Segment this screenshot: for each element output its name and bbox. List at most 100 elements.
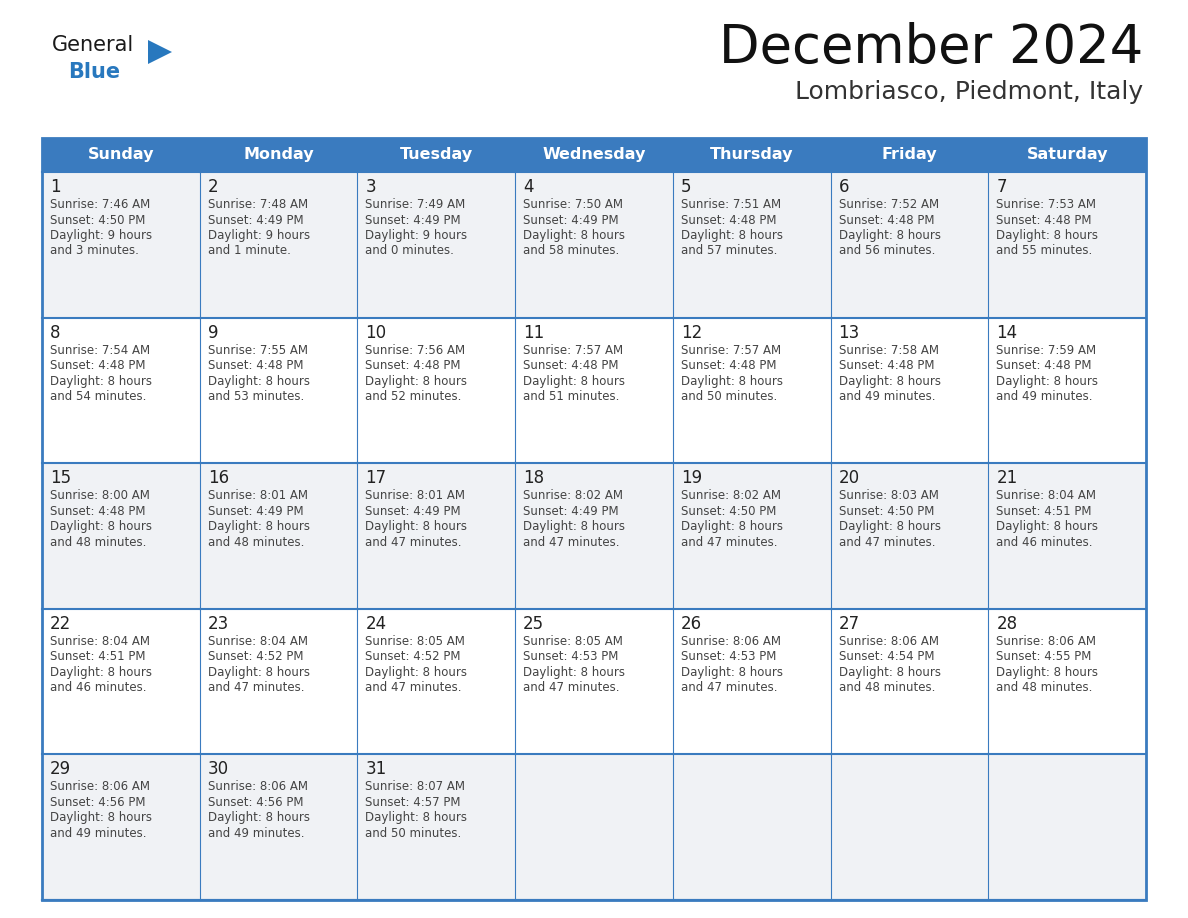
Text: and 49 minutes.: and 49 minutes. xyxy=(50,827,146,840)
Text: 26: 26 xyxy=(681,615,702,633)
Text: Sunrise: 8:06 AM: Sunrise: 8:06 AM xyxy=(50,780,150,793)
Text: Sunset: 4:48 PM: Sunset: 4:48 PM xyxy=(208,359,303,372)
Text: Sunset: 4:56 PM: Sunset: 4:56 PM xyxy=(50,796,145,809)
Text: December 2024: December 2024 xyxy=(719,22,1143,74)
Text: 6: 6 xyxy=(839,178,849,196)
Bar xyxy=(988,172,1146,318)
Text: and 56 minutes.: and 56 minutes. xyxy=(839,244,935,258)
Text: Sunset: 4:51 PM: Sunset: 4:51 PM xyxy=(50,650,145,664)
Text: 19: 19 xyxy=(681,469,702,487)
Text: 12: 12 xyxy=(681,324,702,341)
Text: 22: 22 xyxy=(50,615,71,633)
Text: 8: 8 xyxy=(50,324,61,341)
Text: Sunrise: 7:59 AM: Sunrise: 7:59 AM xyxy=(997,343,1097,356)
Text: Daylight: 8 hours: Daylight: 8 hours xyxy=(839,666,941,678)
Bar xyxy=(672,609,830,755)
Text: 24: 24 xyxy=(366,615,386,633)
Bar xyxy=(988,755,1146,900)
Text: 15: 15 xyxy=(50,469,71,487)
Bar xyxy=(830,172,988,318)
Text: 5: 5 xyxy=(681,178,691,196)
Text: Sunset: 4:48 PM: Sunset: 4:48 PM xyxy=(839,214,934,227)
Text: Sunset: 4:54 PM: Sunset: 4:54 PM xyxy=(839,650,934,664)
Text: Daylight: 8 hours: Daylight: 8 hours xyxy=(366,812,467,824)
Bar xyxy=(358,318,516,464)
Text: Sunrise: 8:02 AM: Sunrise: 8:02 AM xyxy=(681,489,781,502)
Text: and 47 minutes.: and 47 minutes. xyxy=(681,536,777,549)
Text: Sunrise: 7:57 AM: Sunrise: 7:57 AM xyxy=(681,343,781,356)
Text: Sunrise: 7:53 AM: Sunrise: 7:53 AM xyxy=(997,198,1097,211)
Text: Sunrise: 7:58 AM: Sunrise: 7:58 AM xyxy=(839,343,939,356)
Text: Daylight: 9 hours: Daylight: 9 hours xyxy=(366,229,468,242)
Text: and 47 minutes.: and 47 minutes. xyxy=(523,536,620,549)
Text: and 3 minutes.: and 3 minutes. xyxy=(50,244,139,258)
Bar xyxy=(672,464,830,609)
Text: Thursday: Thursday xyxy=(710,148,794,162)
Text: Sunrise: 8:03 AM: Sunrise: 8:03 AM xyxy=(839,489,939,502)
Text: Sunset: 4:48 PM: Sunset: 4:48 PM xyxy=(839,359,934,372)
Text: Daylight: 8 hours: Daylight: 8 hours xyxy=(50,666,152,678)
Text: Sunset: 4:48 PM: Sunset: 4:48 PM xyxy=(366,359,461,372)
Text: and 48 minutes.: and 48 minutes. xyxy=(208,536,304,549)
Text: Sunset: 4:57 PM: Sunset: 4:57 PM xyxy=(366,796,461,809)
Text: Sunset: 4:48 PM: Sunset: 4:48 PM xyxy=(50,359,145,372)
Bar xyxy=(516,609,672,755)
Text: Sunrise: 8:04 AM: Sunrise: 8:04 AM xyxy=(50,635,150,648)
Text: Daylight: 8 hours: Daylight: 8 hours xyxy=(997,666,1098,678)
Text: Sunrise: 8:01 AM: Sunrise: 8:01 AM xyxy=(366,489,466,502)
Text: and 48 minutes.: and 48 minutes. xyxy=(839,681,935,694)
Text: Sunset: 4:52 PM: Sunset: 4:52 PM xyxy=(366,650,461,664)
Text: Sunset: 4:50 PM: Sunset: 4:50 PM xyxy=(50,214,145,227)
Text: Sunset: 4:48 PM: Sunset: 4:48 PM xyxy=(997,359,1092,372)
Text: Monday: Monday xyxy=(244,148,314,162)
Text: Daylight: 8 hours: Daylight: 8 hours xyxy=(997,521,1098,533)
Text: Sunrise: 7:52 AM: Sunrise: 7:52 AM xyxy=(839,198,939,211)
Text: Daylight: 8 hours: Daylight: 8 hours xyxy=(681,375,783,387)
Text: and 49 minutes.: and 49 minutes. xyxy=(208,827,304,840)
Text: 10: 10 xyxy=(366,324,386,341)
Text: 1: 1 xyxy=(50,178,61,196)
Text: 11: 11 xyxy=(523,324,544,341)
Text: Tuesday: Tuesday xyxy=(399,148,473,162)
Bar xyxy=(358,464,516,609)
Text: Sunrise: 7:55 AM: Sunrise: 7:55 AM xyxy=(208,343,308,356)
Text: Sunrise: 7:57 AM: Sunrise: 7:57 AM xyxy=(523,343,624,356)
Text: Sunrise: 8:06 AM: Sunrise: 8:06 AM xyxy=(997,635,1097,648)
Text: 16: 16 xyxy=(208,469,229,487)
Text: Sunset: 4:48 PM: Sunset: 4:48 PM xyxy=(997,214,1092,227)
Text: Daylight: 8 hours: Daylight: 8 hours xyxy=(208,375,310,387)
Bar xyxy=(200,464,358,609)
Text: Sunrise: 8:05 AM: Sunrise: 8:05 AM xyxy=(523,635,623,648)
Text: and 55 minutes.: and 55 minutes. xyxy=(997,244,1093,258)
Text: Sunset: 4:51 PM: Sunset: 4:51 PM xyxy=(997,505,1092,518)
Text: 29: 29 xyxy=(50,760,71,778)
Text: Sunrise: 8:02 AM: Sunrise: 8:02 AM xyxy=(523,489,624,502)
Text: Daylight: 8 hours: Daylight: 8 hours xyxy=(523,375,625,387)
Text: and 50 minutes.: and 50 minutes. xyxy=(366,827,462,840)
Text: Daylight: 8 hours: Daylight: 8 hours xyxy=(523,521,625,533)
Text: 13: 13 xyxy=(839,324,860,341)
Bar xyxy=(672,172,830,318)
Text: Sunrise: 8:04 AM: Sunrise: 8:04 AM xyxy=(997,489,1097,502)
Text: Sunrise: 7:49 AM: Sunrise: 7:49 AM xyxy=(366,198,466,211)
Text: Sunrise: 7:56 AM: Sunrise: 7:56 AM xyxy=(366,343,466,356)
Text: and 49 minutes.: and 49 minutes. xyxy=(839,390,935,403)
Bar xyxy=(358,609,516,755)
Text: Daylight: 8 hours: Daylight: 8 hours xyxy=(997,375,1098,387)
Text: Daylight: 8 hours: Daylight: 8 hours xyxy=(366,521,467,533)
Text: Sunset: 4:49 PM: Sunset: 4:49 PM xyxy=(208,505,303,518)
Text: and 50 minutes.: and 50 minutes. xyxy=(681,390,777,403)
Text: Saturday: Saturday xyxy=(1026,148,1108,162)
Text: Sunset: 4:49 PM: Sunset: 4:49 PM xyxy=(366,214,461,227)
Text: Daylight: 8 hours: Daylight: 8 hours xyxy=(681,521,783,533)
Bar xyxy=(516,464,672,609)
Text: Sunrise: 8:01 AM: Sunrise: 8:01 AM xyxy=(208,489,308,502)
Text: 28: 28 xyxy=(997,615,1017,633)
Text: and 52 minutes.: and 52 minutes. xyxy=(366,390,462,403)
Polygon shape xyxy=(148,40,172,64)
Text: Sunday: Sunday xyxy=(88,148,154,162)
Text: Daylight: 8 hours: Daylight: 8 hours xyxy=(50,521,152,533)
Text: and 0 minutes.: and 0 minutes. xyxy=(366,244,454,258)
Text: and 47 minutes.: and 47 minutes. xyxy=(681,681,777,694)
Text: Daylight: 8 hours: Daylight: 8 hours xyxy=(50,375,152,387)
